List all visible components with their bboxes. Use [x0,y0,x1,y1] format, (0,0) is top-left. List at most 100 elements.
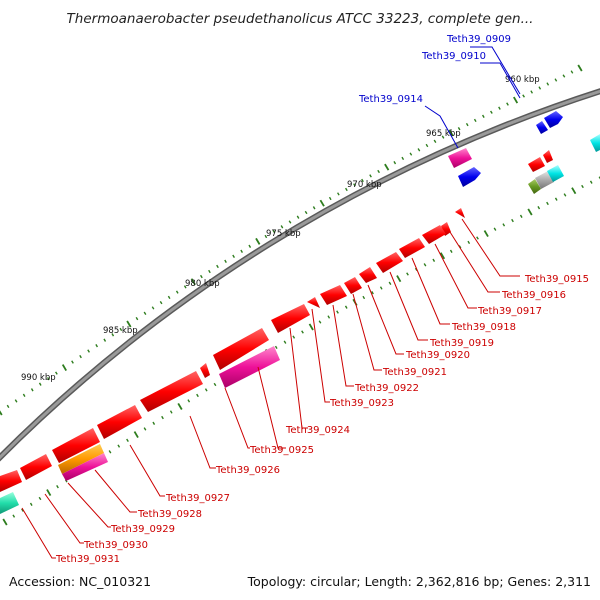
gene-feature-0914-b[interactable] [458,167,481,187]
gene-feature-0930[interactable] [20,454,52,480]
outer-tick-33 [264,234,268,239]
gene-feature-0925b[interactable] [219,346,280,388]
gene-feature-0916[interactable] [441,222,451,236]
gene-feature-0917[interactable] [422,225,446,244]
outer-tick-9 [71,360,74,364]
gene-label-teth39-0929[interactable]: Teth39_0929 [110,524,175,535]
gene-label-teth39-0926[interactable]: Teth39_0926 [215,465,280,476]
gene-feature-0924[interactable] [271,304,310,333]
gene-label-teth39-0928[interactable]: Teth39_0928 [137,509,202,520]
gene-feature-0922[interactable] [320,285,347,305]
gene-feature-0926[interactable] [140,371,203,412]
outer-tick-31 [248,244,252,248]
inner-tick-66 [581,184,584,189]
gene-label-teth39-0921[interactable]: Teth39_0921 [382,367,447,378]
gene-feature-0921[interactable] [344,277,362,294]
forward-strand-genes [448,111,600,187]
inner-tick-57 [502,223,506,227]
gene-feature-0929[interactable] [58,444,104,474]
gene-feature-0928[interactable] [52,428,100,463]
gene-label-teth39-0924[interactable]: Teth39_0924 [285,425,350,436]
inner-tick-56 [493,227,497,231]
inner-tick-39 [344,305,348,309]
inner-tick-5 [46,489,52,497]
gene-feature-0920[interactable] [359,267,377,283]
gene-label-teth39-0918[interactable]: Teth39_0918 [451,322,516,333]
outer-tick-48 [384,163,390,171]
tick-label-965-kbp: 965 kbp [426,129,461,139]
inner-tick-2 [21,508,24,512]
gene-feature-0909[interactable] [536,121,548,134]
gene-feature-0913d[interactable] [547,165,564,182]
inner-tick-24 [213,382,217,387]
inner-tick-14 [126,438,129,442]
gene-label-teth39-0914[interactable]: Teth39_0914 [358,94,423,105]
scale-tick-labels: 960 kbp 965 kbp 970 kbp 975 kbp 980 kbp … [21,75,540,383]
gene-label-teth39-0923[interactable]: Teth39_0923 [329,398,394,409]
inner-tick-64 [563,193,567,197]
outer-tick-64 [513,96,519,104]
map-title: Thermoanaerobacter pseudethanolicus ATCC… [67,11,534,27]
inner-tick-45 [396,275,402,283]
gene-feature-0913c[interactable] [535,171,554,189]
gene-feature-0915[interactable] [455,208,465,218]
outer-tick-35 [280,225,284,229]
gene-feature-0923[interactable] [307,297,320,308]
inner-tick-55 [483,230,489,238]
outer-tick-10 [79,354,82,359]
gene-feature-0918[interactable] [399,238,425,258]
outer-tick-54 [433,139,437,143]
outer-tick-34 [272,229,276,234]
inner-tick-33 [292,335,296,339]
gene-feature-0913b[interactable] [528,179,541,194]
inner-tick-65 [571,187,577,195]
gene-feature-0919[interactable] [376,252,403,273]
gene-label-teth39-0915[interactable]: Teth39_0915 [524,274,589,285]
gene-label-teth39-0919[interactable]: Teth39_0919 [429,338,494,349]
inner-tick-59 [519,214,523,218]
gene-feature-0931b[interactable] [0,492,19,514]
bottom-gene-labels: Teth39_0915 Teth39_0916 Teth39_0917 Teth… [55,274,589,565]
gene-feature-0925[interactable] [213,328,269,370]
gene-feature-0929b[interactable] [62,453,108,481]
gene-label-teth39-0910[interactable]: Teth39_0910 [421,51,486,62]
inner-tick-43 [379,286,383,290]
gene-feature-0926-a[interactable] [200,363,210,378]
gene-feature-0927[interactable] [97,405,142,439]
gene-label-teth39-0917[interactable]: Teth39_0917 [477,306,542,317]
gene-label-teth39-0922[interactable]: Teth39_0922 [354,383,419,394]
inner-tick-1 [12,514,16,518]
outer-tick-45 [361,178,364,183]
inner-tick-12 [108,450,112,454]
outer-tick-2 [14,399,18,403]
inner-tick-46 [406,272,409,276]
gene-feature-0913[interactable] [543,150,553,163]
inner-tick-15 [133,431,139,439]
gene-feature-0914-a[interactable] [448,148,472,168]
outer-tick-24 [190,278,196,286]
outer-tick-32 [255,237,261,245]
gene-label-teth39-0916[interactable]: Teth39_0916 [501,290,566,301]
gene-feature-0911[interactable] [590,134,600,152]
tick-label-975-kbp: 975 kbp [266,229,301,239]
gene-label-teth39-0931[interactable]: Teth39_0931 [55,554,120,565]
gene-label-teth39-0909[interactable]: Teth39_0909 [446,34,511,45]
genome-summary-text: Topology: circular; Length: 2,362,816 bp… [247,574,591,589]
outer-tick-13 [103,338,107,342]
gene-label-teth39-0920[interactable]: Teth39_0920 [405,350,470,361]
inner-tick-51 [449,249,453,253]
gene-label-teth39-0927[interactable]: Teth39_0927 [165,493,230,504]
tick-label-980-kbp: 980 kbp [185,279,220,289]
outer-tick-17 [135,316,139,321]
gene-feature-0910[interactable] [544,111,563,128]
gene-label-teth39-0925[interactable]: Teth39_0925 [249,445,314,456]
gene-label-teth39-0930[interactable]: Teth39_0930 [83,540,148,551]
gene-feature-0931[interactable] [0,470,22,492]
outer-tick-62 [498,106,501,110]
inner-tick-20 [177,402,183,410]
gene-feature-0912[interactable] [528,157,545,172]
outer-tick-60 [481,114,485,118]
inner-tick-36 [318,320,322,324]
outer-tick-61 [490,110,493,114]
inner-tick-63 [554,197,558,201]
